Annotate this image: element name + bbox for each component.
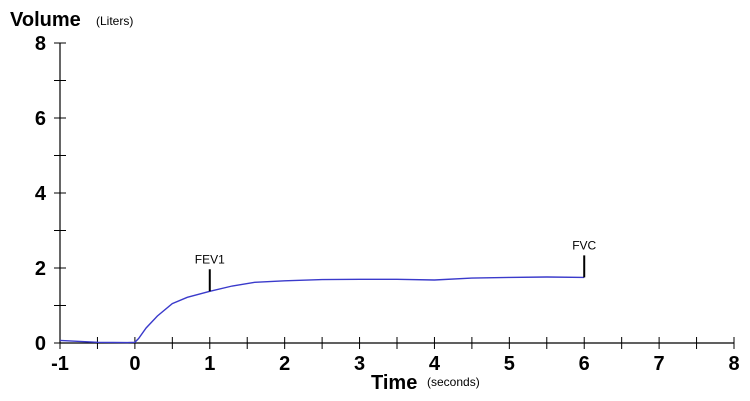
x-tick-label: 0 — [129, 353, 140, 375]
series-group — [59, 276, 585, 344]
x-tick-label: 3 — [354, 353, 365, 375]
x-tick-label: 2 — [279, 353, 290, 375]
y-axis-title: Volume — [10, 9, 81, 31]
y-tick-label: 6 — [35, 108, 46, 130]
x-tick-label: 8 — [728, 353, 739, 375]
annotations: FEV1 FVC — [195, 238, 597, 292]
y-tick-label: 8 — [35, 33, 46, 55]
y-tick-label: 0 — [35, 333, 46, 355]
y-tick-label: 4 — [35, 183, 47, 205]
x-tick-label: -1 — [51, 353, 69, 375]
x-tick-label: 5 — [504, 353, 515, 375]
axes — [59, 43, 734, 344]
y-tick-label: 2 — [35, 258, 46, 280]
y-ticks: 0 2 4 6 8 — [35, 33, 66, 355]
annotation-label-fvc: FVC — [572, 238, 596, 252]
y-axis-unit: (Liters) — [96, 14, 133, 28]
x-tick-label: 7 — [654, 353, 665, 375]
x-tick-label: 4 — [429, 353, 441, 375]
x-axis-unit: (seconds) — [427, 375, 480, 389]
x-axis-title: Time — [371, 372, 417, 394]
series-line-0 — [59, 276, 585, 344]
annotation-label-fev1: FEV1 — [195, 252, 225, 266]
x-tick-label: 1 — [204, 353, 215, 375]
x-tick-label: 6 — [579, 353, 590, 375]
